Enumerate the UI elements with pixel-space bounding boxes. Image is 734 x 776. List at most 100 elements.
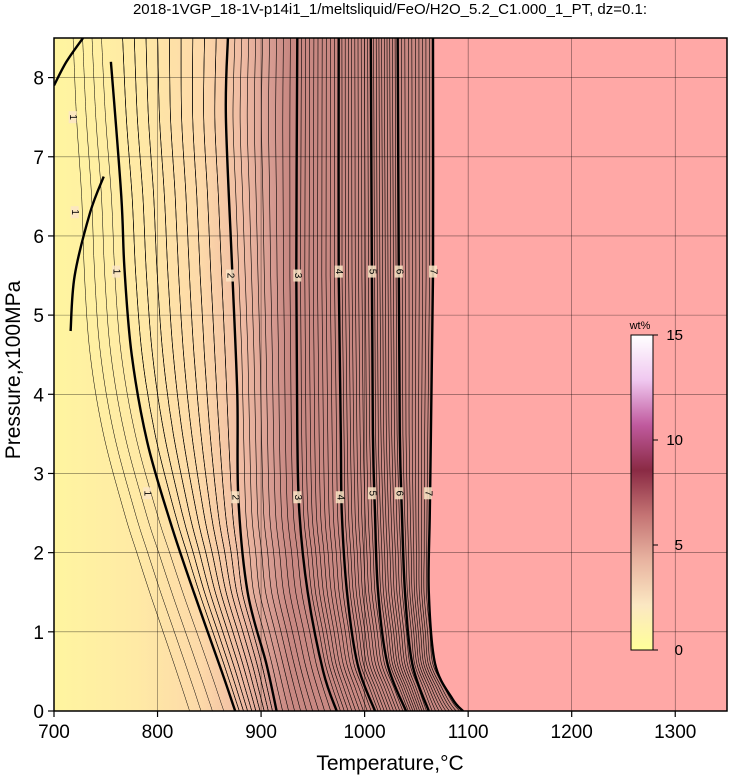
y-tick-label: 7 [33,148,44,169]
minor-contour [308,38,349,711]
minor-contour [348,38,385,711]
contour-label-box [423,487,432,500]
minor-contour [423,38,457,711]
contour-label-box [231,491,240,504]
y-tick-label: 8 [33,69,44,90]
colorbar-bar [630,334,654,651]
x-tick-1300: 1300 [654,711,696,743]
minor-contour [275,38,319,711]
colorbar-tick-5: 5 [653,537,683,554]
minor-contour [317,38,357,711]
contour-label-box [226,269,235,282]
x-tick-label: 900 [245,722,277,743]
minor-contour [246,38,295,711]
minor-contour [389,38,423,711]
minor-contour [134,38,244,711]
minor-contour [312,38,353,711]
major-contour-1-0 [54,38,84,87]
minor-contour [418,38,450,711]
major-contour-5-6 [369,38,408,711]
contour-label-3-11: 3 [292,491,303,504]
x-tick-label: 700 [38,722,70,743]
contour-label-text: 6 [393,490,404,496]
contour-label-text: 2 [230,494,241,500]
x-axis: 700 800 900 1000 1100 1200 1300 [38,711,696,743]
x-tick-800: 800 [142,711,173,743]
contour-label-box [394,487,403,500]
minor-contour [253,38,301,711]
contour-label-box [143,487,152,500]
minor-contour [122,38,240,711]
minor-contour [169,38,257,711]
minor-contour [329,38,368,711]
x-tick-label: 1200 [551,722,593,743]
x-axis-label: Temperature,°C [316,752,463,775]
contour-label-text: 2 [225,273,236,279]
contour-label-box [428,265,437,278]
chart-title: 2018-1VGP_18-1V-p14i1_1/meltsliquid/FeO/… [133,1,647,18]
contour-label-box [367,487,376,500]
contour-label-7-15: 7 [422,487,433,500]
minor-contour [386,38,420,711]
minor-contour [421,38,453,711]
y-tick-3: 3 [33,464,54,485]
y-tick-6: 6 [33,227,54,248]
minor-contour [334,38,372,711]
contour-label-text: 1 [111,269,122,275]
contour-label-box [112,265,121,278]
plot-frame [53,37,728,712]
minor-contour [401,38,433,711]
contour-label-box [293,269,302,282]
minor-contour [404,38,436,711]
x-tick-900: 900 [245,711,277,743]
sub-liquidus-region [54,38,463,711]
minor-contour [394,38,427,711]
contour-label-1-0: 1 [67,111,78,124]
y-tick-0: 0 [33,702,54,723]
y-axis: 0 1 2 3 4 5 6 7 8 [33,69,54,723]
y-tick-5: 5 [33,306,54,327]
minor-contour [367,38,404,711]
contour-label-box [70,206,79,219]
minor-contour [373,38,409,711]
contour-label-1-9: 1 [142,487,153,500]
minor-contour [239,38,289,711]
minor-contours [72,38,460,711]
minor-contour [82,38,202,711]
colorbar-tick-label: 5 [675,537,683,554]
minor-contour [192,38,265,711]
minor-contour [325,38,364,711]
minor-contour [72,38,190,711]
contour-label-4-12: 4 [334,491,345,504]
minor-contour [357,38,394,711]
contour-label-2-10: 2 [230,491,241,504]
contour-label-1-1: 1 [69,206,80,219]
major-contour-4-5 [337,38,377,711]
contour-label-text: 3 [292,273,303,279]
contour-label-5-13: 5 [366,487,377,500]
contour-label-text: 4 [333,269,344,275]
contour-label-text: 4 [334,494,345,500]
minor-contour [360,38,397,711]
minor-contour [414,38,447,711]
y-axis-label: Pressure,x100MPa [2,280,25,459]
y-tick-4: 4 [33,385,54,406]
colorbar-tick-0: 0 [653,642,683,659]
contour-label-7-8: 7 [427,265,438,278]
colorbar-ticks: 0 5 10 15 [653,327,683,659]
y-tick-7: 7 [33,148,54,169]
y-tick-label: 6 [33,227,44,248]
minor-contour [268,38,313,711]
colorbar-tick-10: 10 [653,432,683,449]
minor-contour [344,38,382,711]
minor-contour [157,38,253,711]
contour-label-text: 7 [422,490,433,496]
contour-label-text: 5 [366,490,377,496]
minor-contour [411,38,443,711]
contour-label-box [68,111,77,124]
y-tick-label: 4 [33,385,44,406]
major-contour-6-7 [396,38,430,711]
minor-contour [364,38,401,711]
y-tick-1: 1 [33,623,54,644]
minor-contour [378,38,414,711]
